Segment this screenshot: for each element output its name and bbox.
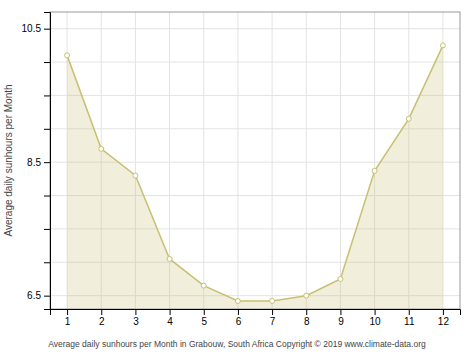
grid-line [50,95,460,96]
tick-mark [170,309,171,315]
tick: 12 [438,309,450,327]
tick-label: 7 [270,316,276,327]
tick [44,229,50,230]
tick-mark [44,229,50,230]
y-axis: 6.5 8.5 10.5 [22,13,51,310]
tick-mark [272,309,273,315]
point [133,173,138,178]
tick [44,95,50,96]
point [235,298,240,303]
tick-label: 10.5 [22,23,42,34]
point [167,256,172,261]
point [338,276,343,281]
tick [44,62,50,63]
grid-line [50,128,460,129]
tick: 8.5 [27,157,50,168]
tick-label: 6.5 [27,290,41,301]
tick-mark [306,309,307,315]
tick-mark [44,296,50,297]
tick-mark [375,309,376,315]
tick-mark [443,309,444,315]
point [99,146,104,151]
tick: 4 [167,309,173,327]
tick-mark [44,196,50,197]
series [65,43,446,309]
tick-label: 2 [99,316,105,327]
tick: 5 [201,309,207,327]
y-axis-title: Average daily sunhours per Month [3,84,14,236]
point [406,116,411,121]
tick-mark [101,309,102,315]
grid-line [203,12,204,309]
point [201,283,206,288]
tick: 9 [338,309,344,327]
plot-frame [50,12,460,309]
tick-label: 4 [167,316,173,327]
tick: 1 [65,309,71,327]
tick-mark [44,95,50,96]
tick-mark [44,162,50,163]
tick-mark [44,129,50,130]
axis-line [44,13,51,310]
tick-label: 9 [338,316,344,327]
grid-line [237,12,238,309]
grid-line [50,62,460,63]
grid [50,12,460,309]
tick-label: 6 [236,316,242,327]
tick: 3 [133,309,139,327]
point [372,168,377,173]
tick [44,129,50,130]
tick [44,196,50,197]
line [67,45,443,301]
tick-mark [44,29,50,30]
tick: 2 [99,309,105,327]
tick-label: 10 [370,316,382,327]
tick: 11 [404,309,415,327]
point [440,43,445,48]
grid-line [306,12,307,309]
tick-mark [44,62,50,63]
tick-label: 12 [438,316,450,327]
axis-line [51,310,461,316]
tick-label: 1 [65,316,71,327]
tick-mark [340,309,341,315]
tick: 10 [370,309,382,327]
tick-mark [44,262,50,263]
plot: 1234567891011126.58.510.5 [22,12,461,327]
tick-mark [204,309,205,315]
chart: 1234567891011126.58.510.5Average daily s… [0,0,474,355]
tick: 8 [304,309,310,327]
tick: 6 [236,309,242,327]
tick-mark [67,309,68,315]
x-axis: 123456789101112 [51,309,461,327]
tick-label: 8.5 [27,157,41,168]
tick-label: 5 [201,316,207,327]
grid-line [272,12,273,309]
tick: 7 [270,309,276,327]
grid-line [340,12,341,309]
tick-label: 8 [304,316,310,327]
point [270,298,275,303]
tick: 10.5 [22,23,50,34]
x-axis-title: Average daily sunhours per Month in Grab… [48,339,426,349]
tick-mark [238,309,239,315]
point [65,53,70,58]
tick-mark [409,309,410,315]
point [304,293,309,298]
tick: 6.5 [27,290,50,301]
tick-label: 11 [404,316,415,327]
tick-label: 3 [133,316,139,327]
area [67,45,443,309]
grid-line [50,28,460,29]
tick-mark [135,309,136,315]
tick [44,262,50,263]
